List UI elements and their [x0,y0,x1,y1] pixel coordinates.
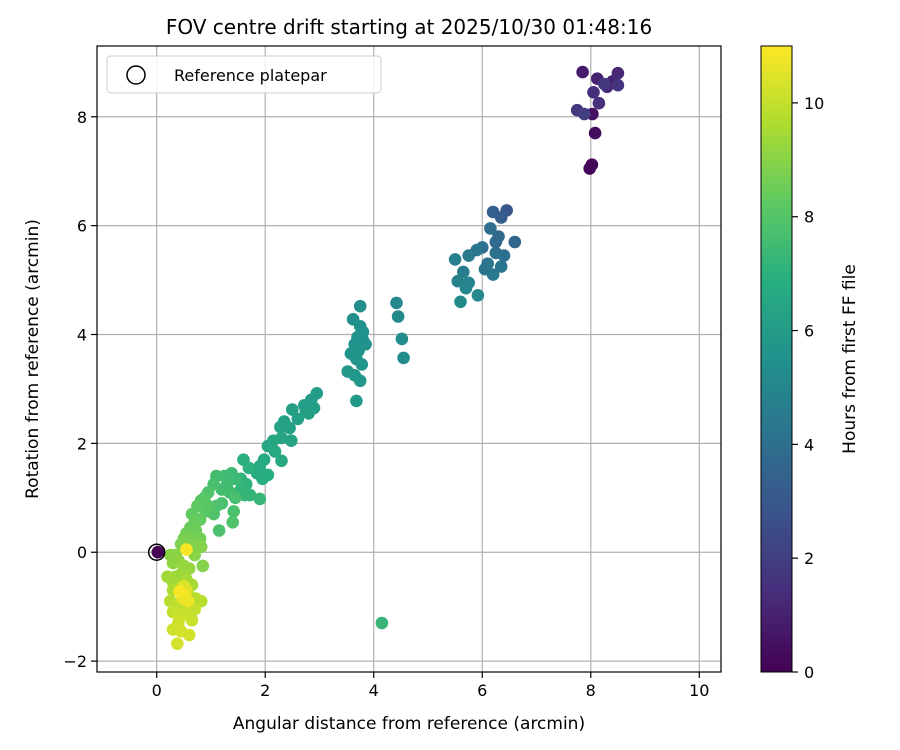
data-point [454,295,467,309]
data-point [598,77,611,91]
chart-title: FOV centre drift starting at 2025/10/30 … [166,15,652,39]
data-point [459,281,473,295]
data-point [397,351,410,365]
x-tick-label: 4 [369,681,379,700]
data-point [585,158,599,171]
data-point [611,66,625,80]
colorbar-tick-label: 10 [804,94,824,113]
data-point [229,491,242,505]
data-point [253,492,267,506]
data-point [494,260,508,273]
data-point [588,126,602,140]
legend-marker [126,65,146,85]
data-point [587,86,600,99]
x-tick-label: 10 [689,681,709,700]
data-point [171,637,184,650]
data-point [375,616,389,630]
legend-box [106,55,382,94]
data-point [457,265,470,279]
data-point [592,96,606,110]
x-tick-label: 0 [152,681,162,700]
data-point [151,545,165,559]
y-axis-label: Rotation from reference (arcmin) [23,219,43,499]
plot-frame [96,45,722,673]
data-point [353,299,367,313]
data-point [196,559,210,573]
data-point [448,253,462,266]
data-point [274,420,287,434]
y-tick-label: −2 [63,652,87,671]
data-point [578,107,591,121]
data-point [302,407,315,420]
x-axis: 0 2 4 6 8 10 [152,672,709,700]
data-point [180,543,193,556]
data-point [611,78,625,92]
colorbar-ticks: 0 2 4 6 8 10 [792,94,824,682]
data-point [497,249,511,262]
colorbar-tick-label: 6 [804,322,814,341]
data-point [285,434,298,448]
x-tick-label: 8 [586,681,596,700]
y-tick-label: 8 [77,108,87,127]
y-axis: −2 0 2 4 6 8 [63,108,97,671]
data-point [576,65,589,79]
data-point [486,268,500,281]
data-points [151,65,625,650]
data-point [286,403,299,416]
data-point [462,249,476,262]
y-tick-label: 4 [77,326,87,345]
data-point [166,556,180,570]
legend: Reference platepar [106,55,382,94]
data-point [185,614,199,627]
x-axis-label: Angular distance from reference (arcmin) [233,714,585,734]
colorbar-tick-label: 4 [804,435,814,454]
data-point [451,274,465,288]
y-tick-label: 6 [77,217,87,236]
data-point [494,211,508,224]
data-point [283,421,296,435]
data-point [182,628,196,642]
colorbar: 0 2 4 6 8 10 Hours from first FF file [760,45,860,682]
data-point [350,394,363,408]
data-point [173,585,186,598]
data-point [390,296,403,310]
data-point [242,461,256,475]
data-point [352,344,365,358]
data-point [268,445,282,458]
data-point [353,374,367,388]
data-point [212,524,226,537]
data-point [355,358,369,371]
data-point [275,454,288,468]
colorbar-tick-label: 2 [804,549,814,568]
data-point [226,516,239,529]
y-tick-label: 0 [77,543,87,562]
data-point [356,333,370,347]
colorbar-tick-label: 0 [804,663,814,682]
data-point [395,332,409,346]
data-point [256,472,269,486]
reference-platepar-marker [147,543,166,561]
legend-label: Reference platepar [174,66,327,85]
colorbar-label: Hours from first FF file [840,264,860,454]
data-point [391,310,405,323]
y-tick-label: 2 [77,434,87,453]
data-point [471,289,485,302]
x-tick-label: 2 [260,681,270,700]
data-point [489,235,503,249]
colorbar-tick-label: 8 [804,208,814,227]
data-point [508,235,522,249]
x-tick-label: 6 [477,681,487,700]
data-point [484,222,497,235]
data-point [291,412,305,426]
colorbar-gradient [760,45,793,673]
data-point [227,505,240,518]
